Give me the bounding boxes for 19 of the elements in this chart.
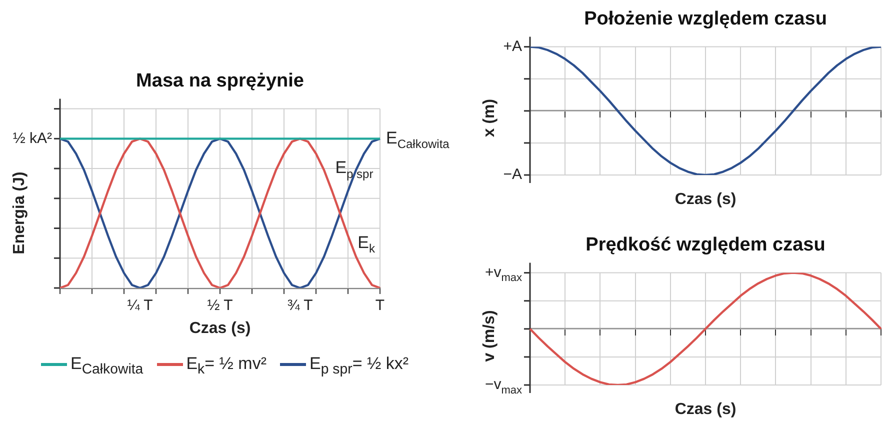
x-axis-title: Czas (s) bbox=[674, 401, 738, 419]
x-axis-title: Czas (s) bbox=[188, 320, 252, 338]
legend-label: E$_{Całkowita}$ bbox=[70, 354, 144, 378]
legend-label: E$_{k}$= ½ mv² bbox=[186, 354, 266, 378]
y-axis-title: Energia (J) bbox=[11, 170, 29, 256]
chart-title: Prędkość względem czasu bbox=[586, 234, 826, 256]
legend-label: E$_{p spr}$= ½ kx² bbox=[309, 354, 409, 378]
text: −A bbox=[503, 166, 522, 184]
y-axis-title: x (m) bbox=[481, 97, 499, 139]
text: ½ kA² bbox=[12, 130, 52, 147]
text: +A bbox=[503, 38, 522, 55]
chart-title: Masa na sprężynie bbox=[136, 70, 304, 92]
x-tick-label: T bbox=[375, 297, 385, 314]
y-axis-title: v (m/s) bbox=[481, 310, 498, 362]
x-tick-label: ¼ T bbox=[127, 297, 153, 314]
x-axis-title: Czas (s) bbox=[674, 191, 738, 209]
chart-title: Położenie względem czasu bbox=[584, 8, 827, 30]
x-tick-label: ¾ T bbox=[287, 297, 313, 314]
x-tick-label: ½ T bbox=[207, 297, 233, 314]
